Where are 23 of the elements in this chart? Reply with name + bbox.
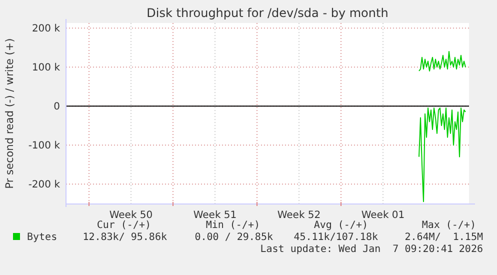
text: Cur (-/+) [96, 220, 151, 231]
line-series [418, 108, 466, 202]
x-tick-label: Week 51 [193, 210, 237, 221]
text: Avg (-/+) [314, 220, 368, 231]
y-tick-label: 0 [54, 102, 60, 113]
text: 2.64M/ 1.15M [404, 232, 483, 243]
x-tick-label: Week 50 [109, 210, 153, 221]
x-tick-label: Week 52 [277, 210, 321, 221]
text: Last update: Wed Jan 7 09:20:41 2026 [260, 244, 483, 255]
x-tick-label: Week 01 [361, 210, 405, 221]
line-series [418, 50, 466, 72]
y-tick-label: -100 k [28, 140, 60, 152]
y-axis-title: Pr second read (-) / write (+) [4, 38, 16, 189]
text: 45.11k/107.18k [294, 232, 378, 243]
y-tick-label: 200 k [32, 24, 60, 35]
text: 0.00 / 29.85k [194, 232, 273, 243]
chart-title: Disk throughput for /dev/sda - by month [146, 6, 388, 20]
text: Max (-/+) [422, 220, 476, 231]
y-tick-label: 100 k [32, 62, 60, 74]
legend-label: Bytes [27, 232, 58, 243]
text: 12.83k/ 95.86k [82, 232, 167, 243]
text: Min (-/+) [206, 220, 260, 231]
y-tick-label: -200 k [28, 180, 60, 191]
